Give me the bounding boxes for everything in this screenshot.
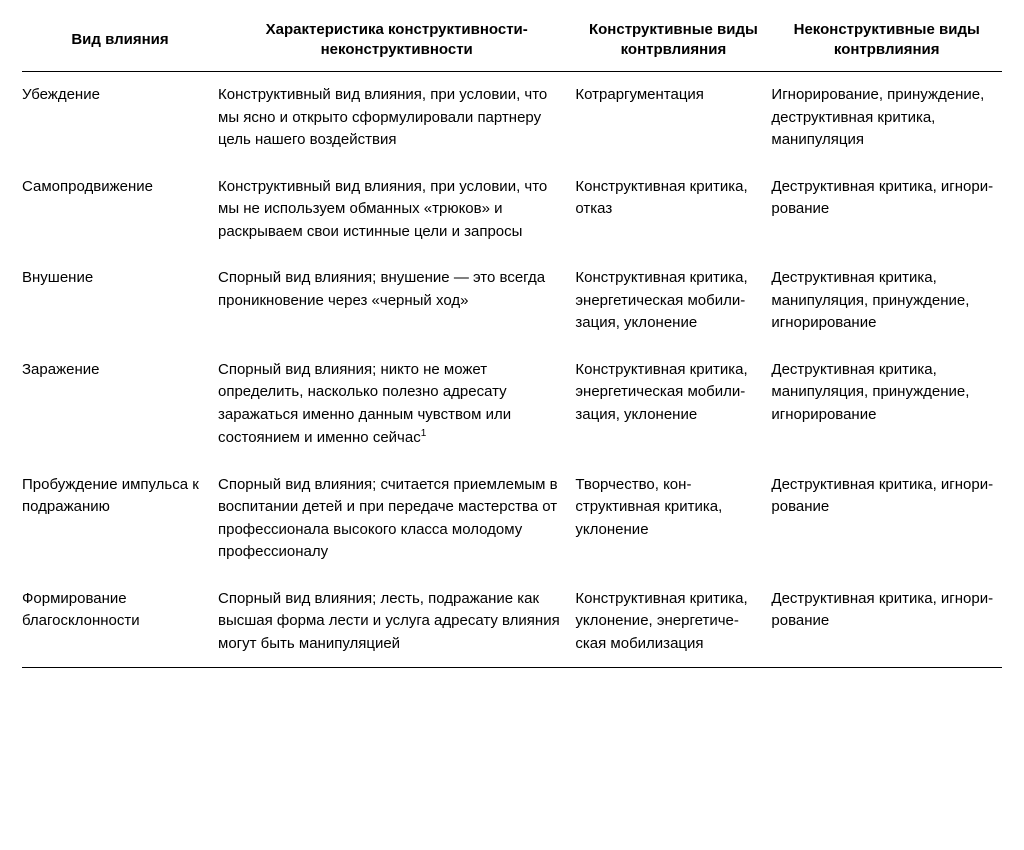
cell-constructive: Творчество, кон­структивная кри­тика, ук… [575, 462, 771, 576]
cell-characteristic: Конструктивный вид влияния, при условии,… [218, 164, 575, 256]
table-row: СамопродвижениеКонструктивный вид влияни… [22, 164, 1002, 256]
table-row: УбеждениеКонструктивный вид влияния, при… [22, 72, 1002, 164]
col-header-characteristic: Характеристика конструктив­ности-неконст… [218, 10, 575, 72]
cell-characteristic: Конструктивный вид влияния, при условии,… [218, 72, 575, 164]
cell-type: Формирование благосклонности [22, 576, 218, 668]
cell-type: Убеждение [22, 72, 218, 164]
cell-type: Заражение [22, 347, 218, 462]
cell-constructive: Котраргумента­ция [575, 72, 771, 164]
table-body: УбеждениеКонструктивный вид влияния, при… [22, 72, 1002, 668]
cell-type: Внушение [22, 255, 218, 347]
table-row: ВнушениеСпорный вид влияния; внуше­ние —… [22, 255, 1002, 347]
cell-characteristic: Спорный вид влияния; лесть, подражание к… [218, 576, 575, 668]
table-row: Пробуждение импульса к подражаниюСпорный… [22, 462, 1002, 576]
cell-characteristic: Спорный вид влияния; считается приемлемы… [218, 462, 575, 576]
cell-constructive: Конструктивная критика, энерге­тическая … [575, 347, 771, 462]
influence-classification-table: Вид влияния Характеристика конструктив­н… [22, 10, 1002, 668]
footnote-marker: 1 [421, 428, 427, 439]
col-header-nonconstructive: Неконструктив­ные виды контрвлияния [771, 10, 1002, 72]
cell-constructive: Конструктивная критика, энерге­тическая … [575, 255, 771, 347]
cell-characteristic: Спорный вид влияния; никто не может опре… [218, 347, 575, 462]
cell-constructive: Конструктивная критика, отказ [575, 164, 771, 256]
cell-nonconstructive: Игнорирование, при­нуждение, деструк­тив… [771, 72, 1002, 164]
table-row: ЗаражениеСпорный вид влияния; никто не м… [22, 347, 1002, 462]
cell-constructive: Конструктивная критика, уклоне­ние, энер… [575, 576, 771, 668]
cell-nonconstructive: Деструктивная критика, игнори­рование [771, 576, 1002, 668]
table-row: Формирование благосклонностиСпорный вид … [22, 576, 1002, 668]
cell-type: Самопродвижение [22, 164, 218, 256]
cell-type: Пробуждение импульса к подражанию [22, 462, 218, 576]
col-header-constructive: Конструктив­ные виды контрвлияния [575, 10, 771, 72]
col-header-type: Вид влияния [22, 10, 218, 72]
cell-nonconstructive: Деструктивная критика, игнори­рование [771, 462, 1002, 576]
cell-nonconstructive: Деструктивная кри­тика, манипуляция, при… [771, 347, 1002, 462]
cell-nonconstructive: Деструктивная критика, игнори­рование [771, 164, 1002, 256]
table-header-row: Вид влияния Характеристика конструктив­н… [22, 10, 1002, 72]
cell-characteristic: Спорный вид влияния; внуше­ние — это все… [218, 255, 575, 347]
cell-nonconstructive: Деструктивная кри­тика, манипуляция, при… [771, 255, 1002, 347]
